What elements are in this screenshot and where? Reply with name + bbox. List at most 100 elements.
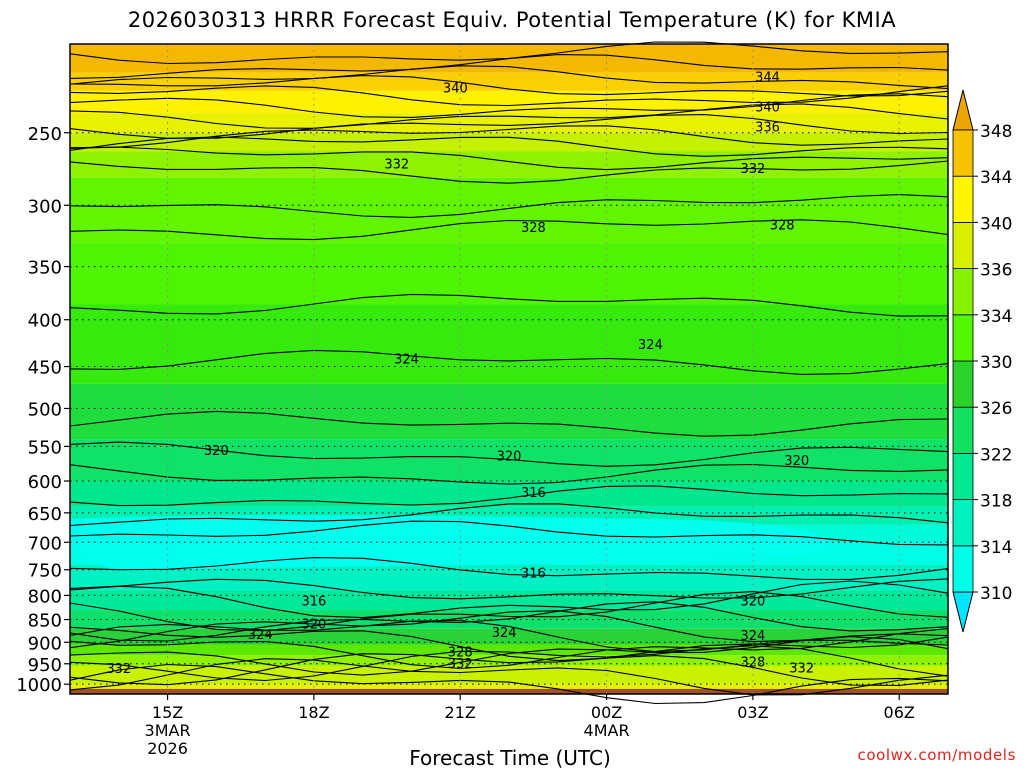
contour-line (69, 503, 949, 527)
field-band (70, 304, 948, 384)
contour-line (69, 520, 949, 546)
ground-strip (70, 688, 948, 694)
x-axis-label: Forecast Time (UTC) (409, 746, 611, 770)
y-tick-label: 1000 (16, 675, 62, 696)
source-credit: coolwx.com/models (857, 746, 1016, 764)
contour-label: 320 (784, 454, 809, 469)
x-tick-label: 15Z (152, 703, 183, 722)
colorbar-segment (952, 360, 974, 408)
contour-label: 332 (448, 657, 473, 672)
contour-line (69, 194, 949, 218)
contour-label: 324 (248, 628, 273, 643)
contour-label: 332 (740, 162, 765, 177)
contour-label: 340 (443, 81, 468, 96)
contour-label: 324 (394, 353, 419, 368)
y-tick-label: 250 (28, 124, 62, 145)
field-band (70, 665, 948, 685)
x-tick-sublabel: 4MAR (584, 721, 630, 740)
contour-label: 328 (521, 221, 546, 236)
colorbar-segment (952, 314, 974, 362)
colorbar-label: 340 (980, 214, 1012, 234)
colorbar-label: 334 (980, 307, 1012, 327)
y-tick-label: 500 (28, 399, 62, 420)
x-tick-label: 06Z (884, 703, 915, 722)
x-tick-sublabel: 2026 (147, 739, 188, 758)
colorbar-bottom-arrow (952, 591, 974, 633)
colorbar-segment (952, 499, 974, 547)
contour-line (69, 645, 949, 682)
contour-label: 332 (106, 662, 131, 677)
colorbar-segment (952, 129, 974, 177)
y-tick-label: 800 (28, 586, 62, 607)
contour-label: 320 (740, 594, 765, 609)
colorbar-segment (952, 268, 974, 316)
field-band (70, 644, 948, 656)
colorbar-segment (952, 175, 974, 223)
contour-label: 328 (448, 645, 473, 660)
contour-label: 332 (384, 157, 409, 172)
x-tick-label: 18Z (298, 703, 329, 722)
cyan-pocket (70, 515, 833, 571)
colorbar-label: 326 (980, 399, 1012, 419)
colorbar-label: 314 (980, 538, 1012, 558)
contour-line (69, 103, 949, 129)
contour-line (69, 293, 949, 317)
x-tick-label: 00Z (591, 703, 622, 722)
contour-label: 324 (638, 338, 663, 353)
contour-line (69, 114, 949, 139)
contour-line (69, 636, 949, 676)
contour-label: 340 (755, 100, 780, 115)
colorbar-label: 348 (980, 122, 1012, 142)
field-background (70, 44, 948, 694)
contour-label: 320 (497, 450, 522, 465)
contour-line (69, 85, 949, 107)
contour-line (69, 578, 949, 600)
contour-line (69, 485, 949, 507)
field-band (70, 243, 948, 305)
colorbar-segment (952, 221, 974, 269)
y-tick-label: 900 (28, 633, 62, 654)
plot-frame (69, 43, 949, 695)
contour-line (69, 160, 949, 184)
y-tick-label: 650 (28, 504, 62, 525)
contour-line (69, 663, 949, 705)
colorbar-label: 330 (980, 353, 1012, 373)
x-tick-label: 03Z (737, 703, 768, 722)
y-tick-label: 600 (28, 472, 62, 493)
contour-label: 320 (301, 617, 326, 632)
y-tick-label: 350 (28, 258, 62, 279)
y-tick-label: 300 (28, 196, 62, 217)
y-tick-label: 450 (28, 358, 62, 379)
contour-label: 320 (204, 444, 229, 459)
field-band (70, 151, 948, 178)
contour-line (69, 580, 949, 619)
grid-lines (70, 44, 948, 694)
colorbar-top-arrow (952, 89, 974, 131)
y-tick-label: 950 (28, 655, 62, 676)
y-axis: 2503003504004505005506006507007508008509… (16, 124, 70, 696)
colorbar-segment (952, 406, 974, 454)
chart-title: 2026030313 HRRR Forecast Equiv. Potentia… (127, 8, 897, 32)
field-band (70, 72, 948, 91)
contour-line (69, 463, 949, 485)
contour-line (69, 441, 949, 467)
contour-line (69, 349, 949, 375)
contour-line (69, 653, 949, 686)
colorbar-segment (952, 452, 974, 500)
field-band (70, 177, 948, 244)
field-band (70, 590, 948, 611)
contour-line (69, 591, 949, 632)
contour-label: 328 (770, 219, 795, 234)
contour-line (69, 410, 949, 437)
contour-label: 344 (755, 70, 780, 85)
colorbar-label: 318 (980, 492, 1012, 512)
contour-label: 316 (521, 486, 546, 501)
contour-label: 332 (789, 662, 814, 677)
field-band (70, 132, 948, 152)
field-band (70, 564, 948, 591)
contour-label: 324 (740, 629, 765, 644)
colorbar-label: 322 (980, 445, 1012, 465)
